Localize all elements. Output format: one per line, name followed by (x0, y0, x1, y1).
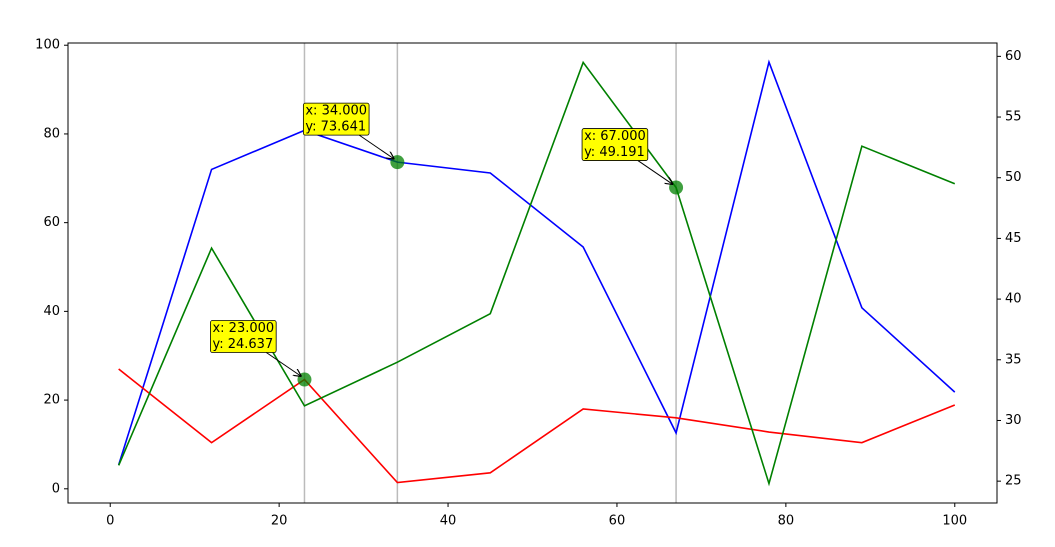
y-tick-label: 80 (43, 126, 60, 141)
annotation-text: y: 49.191 (584, 145, 645, 160)
annotation-text: x: 23.000 (212, 321, 274, 336)
y2-tick-label: 55 (1005, 110, 1022, 125)
y2-tick-label: 50 (1005, 170, 1022, 185)
annotation-arrow (358, 134, 394, 159)
plot-frame (67, 42, 998, 504)
annotation-box (210, 320, 277, 353)
y-tick-label: 20 (43, 393, 60, 408)
y-tick-label: 60 (43, 215, 60, 230)
x-tick-label: 100 (942, 514, 967, 529)
annotation-arrow (637, 160, 673, 185)
annotation-box (302, 102, 370, 136)
annotation-text: y: 73.641 (305, 120, 366, 135)
x-tick-label: 40 (440, 514, 457, 529)
x-tick-label: 0 (106, 514, 114, 529)
annotation-text: x: 34.000 (305, 104, 367, 119)
x-tick-label: 80 (778, 514, 795, 529)
annotation-arrow (266, 352, 301, 377)
y2-tick-label: 30 (1005, 413, 1022, 428)
y2-tick-label: 45 (1005, 231, 1022, 246)
series-line (118, 368, 956, 484)
series-line (117, 59, 956, 466)
annotation-box (581, 128, 649, 161)
x-tick-label: 60 (609, 514, 626, 529)
y-tick-label: 100 (35, 38, 60, 53)
y2-tick-label: 40 (1005, 292, 1022, 307)
y2-tick-label: 60 (1005, 49, 1022, 64)
y-tick-label: 40 (43, 304, 60, 319)
y-tick-label: 0 (52, 481, 60, 496)
annotation-text: x: 67.000 (584, 129, 646, 144)
annotation-text: y: 24.637 (212, 337, 273, 352)
x-tick-label: 20 (271, 514, 288, 529)
y2-tick-label: 35 (1005, 352, 1022, 367)
y2-tick-label: 25 (1005, 474, 1022, 489)
